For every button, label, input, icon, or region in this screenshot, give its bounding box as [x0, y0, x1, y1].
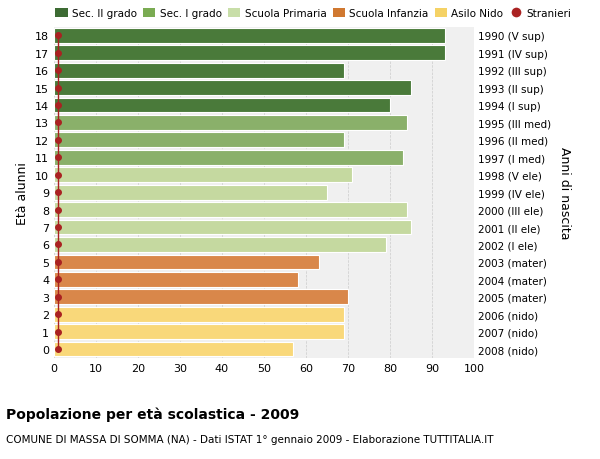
Bar — [54, 307, 344, 322]
Bar — [54, 116, 407, 131]
Bar — [54, 185, 327, 200]
Bar — [54, 238, 386, 252]
Bar — [54, 98, 390, 113]
Y-axis label: Età alunni: Età alunni — [16, 162, 29, 224]
Bar — [54, 64, 344, 78]
Bar — [54, 133, 344, 148]
Bar — [54, 290, 348, 304]
Bar — [54, 342, 293, 357]
Text: COMUNE DI MASSA DI SOMMA (NA) - Dati ISTAT 1° gennaio 2009 - Elaborazione TUTTIT: COMUNE DI MASSA DI SOMMA (NA) - Dati IST… — [6, 434, 493, 444]
Y-axis label: Anni di nascita: Anni di nascita — [558, 146, 571, 239]
Bar — [54, 81, 411, 96]
Text: Popolazione per età scolastica - 2009: Popolazione per età scolastica - 2009 — [6, 406, 299, 421]
Bar — [54, 220, 411, 235]
Bar — [54, 255, 319, 270]
Bar — [54, 325, 344, 339]
Bar — [54, 272, 298, 287]
Legend: Sec. II grado, Sec. I grado, Scuola Primaria, Scuola Infanzia, Asilo Nido, Stran: Sec. II grado, Sec. I grado, Scuola Prim… — [55, 9, 571, 19]
Bar — [54, 203, 407, 218]
Bar — [54, 29, 445, 44]
Bar — [54, 168, 352, 183]
Bar — [54, 151, 403, 165]
Bar — [54, 46, 445, 61]
